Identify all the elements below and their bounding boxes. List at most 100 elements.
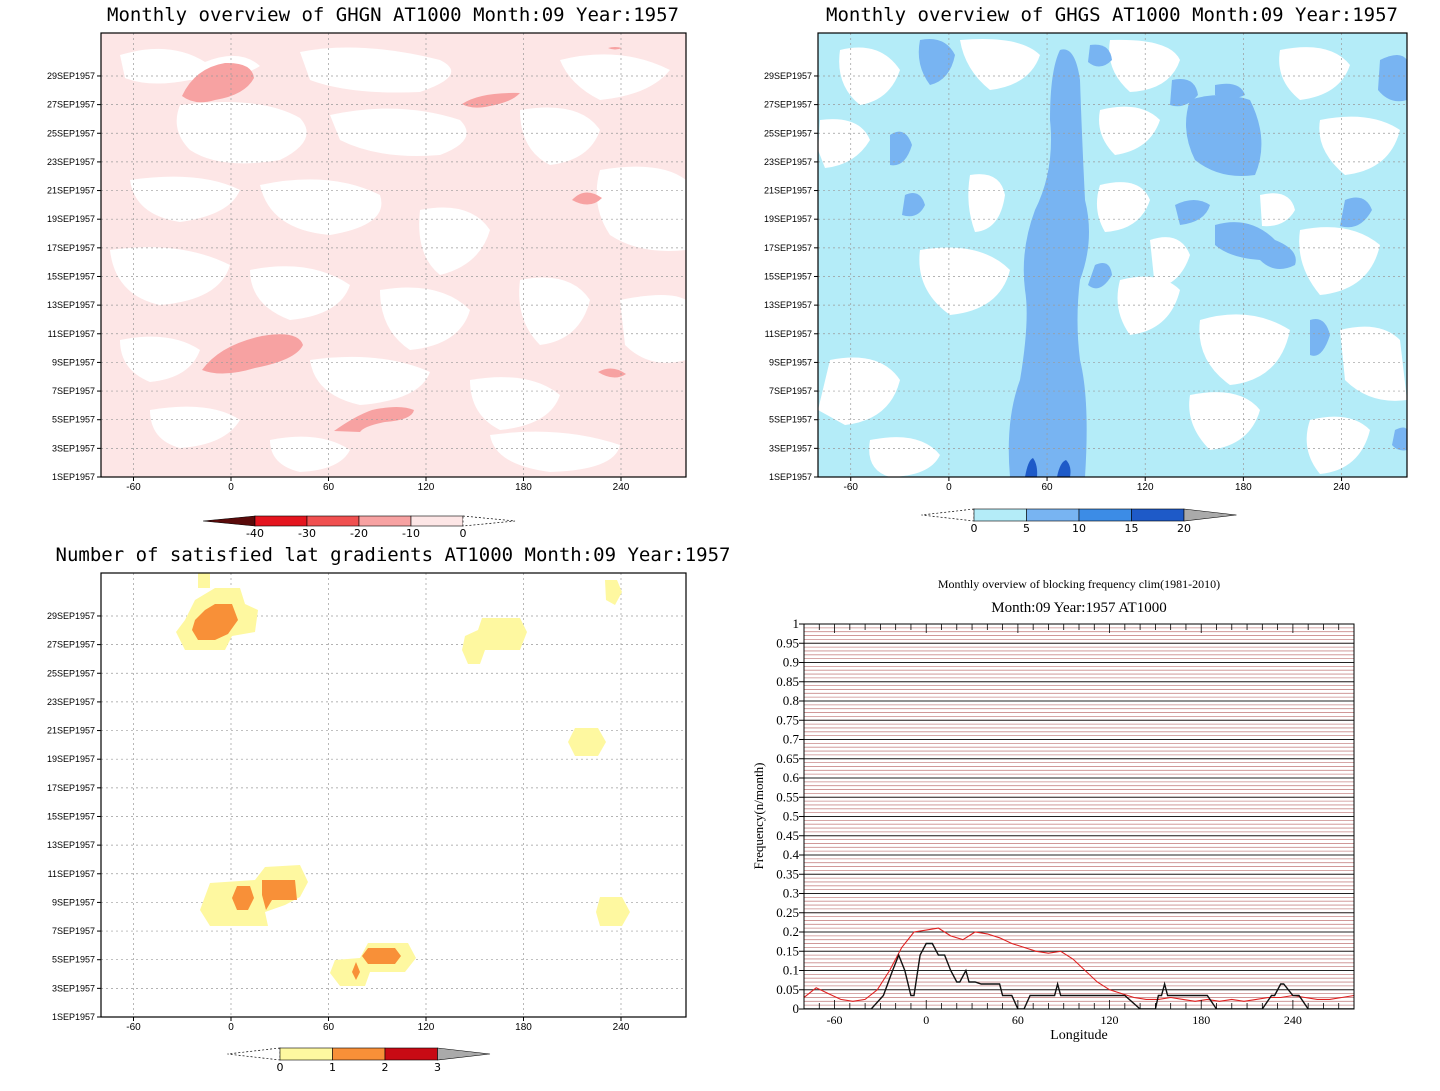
- ghgs-level-5-region: [1175, 200, 1210, 225]
- y-tick-label: 11SEP1957: [48, 329, 95, 339]
- y-tick-label: 15SEP1957: [47, 811, 95, 821]
- panel-ghgn-frame: [100, 32, 687, 478]
- y-tick-label: 0.85: [776, 674, 799, 689]
- y-tick-label: 17SEP1957: [47, 783, 95, 793]
- y-tick-label: 23SEP1957: [47, 157, 95, 167]
- x-tick-label: -60: [843, 482, 858, 493]
- x-tick-label: 120: [418, 1022, 435, 1033]
- panel-blocking-frequency-series: [804, 927, 1354, 1009]
- panel-lat-gradients-colorbar: 0 1 2 3: [227, 1047, 491, 1074]
- y-tick-label: 0.7: [783, 732, 800, 747]
- x-tick-label: 60: [1012, 1013, 1024, 1027]
- panel-ghgn-field: [101, 33, 686, 477]
- ghgn-white-region: [176, 101, 307, 164]
- y-tick-label: 9SEP1957: [52, 897, 95, 907]
- colorbar-segment: [254, 515, 308, 527]
- y-tick-label: 0.9: [783, 655, 799, 670]
- y-tick-label: 27SEP1957: [764, 100, 812, 110]
- colorbar-segment: [358, 515, 412, 527]
- ghgs-level-5-region: [1008, 49, 1089, 477]
- ghgn-white-region: [470, 377, 560, 430]
- ghgs-level-5-region: [890, 131, 912, 166]
- y-tick-label: 0.05: [776, 982, 799, 997]
- panel-ghgs-field: [818, 33, 1407, 477]
- panel-ghgs-level-15-regions: [1025, 458, 1071, 477]
- colorbar-over-triangle: [462, 515, 516, 527]
- ghgs-level-15-region: [1057, 460, 1071, 477]
- gradient-level-1-region: [232, 886, 254, 910]
- colorbar-tick-label: -30: [298, 527, 316, 540]
- y-tick-label: 5SEP1957: [52, 415, 95, 425]
- ghgs-white-region: [1299, 227, 1380, 295]
- panel-blocking-frequency-grid: [804, 623, 1354, 1010]
- panel-lat-gradients-field: [176, 573, 630, 986]
- x-tick-label: 180: [515, 482, 532, 493]
- y-tick-label: 15SEP1957: [47, 271, 95, 281]
- ghgs-white-region: [1109, 39, 1180, 92]
- ghgs-white-region: [1260, 193, 1295, 227]
- panel-blocking-frequency-subtitle: Month:09 Year:1957 AT1000: [991, 600, 1166, 616]
- panel-lat-gradients: Number of satisfied lat gradients AT1000…: [47, 544, 731, 1074]
- ghgs-white-region: [1099, 106, 1160, 155]
- x-tick-label: 120: [418, 482, 435, 493]
- panel-lat-gradients-frame: [100, 572, 687, 1018]
- y-tick-label: 25SEP1957: [47, 668, 95, 678]
- ghgs-level-5-region: [1020, 418, 1032, 435]
- ghgn-negative-region: [572, 192, 602, 205]
- ghgs-white-region: [968, 174, 1005, 232]
- gradient-level-1-region: [192, 604, 238, 640]
- panel-ghgs-colorbar: 0 5 10 15 20: [921, 508, 1237, 535]
- x-tick-label: 60: [323, 1022, 335, 1033]
- y-tick-label: 0.55: [776, 789, 799, 804]
- colorbar-tick-label: -20: [350, 527, 368, 540]
- ghgn-negative-region: [462, 92, 520, 108]
- colorbar-tick-label: 3: [434, 1061, 441, 1074]
- x-tick-label: 240: [613, 482, 630, 493]
- y-tick-label: 21SEP1957: [764, 186, 812, 196]
- y-tick-label: 3SEP1957: [52, 983, 95, 993]
- gradient-level-1-region: [362, 948, 401, 964]
- ghgs-white-region: [1189, 392, 1260, 450]
- ghgs-level-5-region: [1170, 79, 1198, 107]
- gradient-level-1-region: [262, 880, 297, 910]
- y-tick-label: 5SEP1957: [52, 955, 95, 965]
- ghgn-white-region: [250, 266, 350, 320]
- series-line-red: [804, 927, 1354, 1002]
- y-tick-label: 15SEP1957: [764, 271, 812, 281]
- ghgn-white-region: [310, 356, 430, 405]
- x-tick-label: -60: [126, 1022, 141, 1033]
- colorbar-segment: [973, 508, 1027, 522]
- panel-blocking-frequency: Monthly overview of blocking frequency c…: [751, 577, 1355, 1043]
- y-tick-label: 1SEP1957: [52, 1012, 95, 1022]
- ghgs-white-region: [1096, 182, 1150, 232]
- colorbar-segment: [410, 515, 464, 527]
- x-tick-label: 180: [1192, 1013, 1210, 1027]
- colorbar-segment: [1026, 508, 1080, 522]
- y-tick-label: 25SEP1957: [47, 128, 95, 138]
- y-tick-label: 27SEP1957: [47, 100, 95, 110]
- x-tick-label: 240: [1284, 1013, 1302, 1027]
- y-tick-label: 7SEP1957: [769, 386, 812, 396]
- y-tick-label: 23SEP1957: [47, 697, 95, 707]
- panel-ghgn-negative-regions: [182, 47, 626, 432]
- series-line-black: [804, 942, 1354, 1009]
- colorbar-over-triangle: [1183, 508, 1237, 522]
- y-tick-label: 0.8: [783, 693, 799, 708]
- colorbar-tick-label: 1: [329, 1061, 336, 1074]
- y-tick-label: 0.5: [783, 809, 799, 824]
- colorbar-tick-label: 0: [460, 527, 467, 540]
- y-tick-label: 27SEP1957: [47, 640, 95, 650]
- y-tick-label: 9SEP1957: [769, 357, 812, 367]
- ghgn-white-region: [260, 179, 382, 235]
- gradient-level-0-region: [568, 728, 606, 756]
- y-tick-label: 7SEP1957: [52, 926, 95, 936]
- colorbar-segment: [1131, 508, 1185, 522]
- ghgn-white-region: [330, 108, 467, 156]
- y-tick-label: 0.25: [776, 905, 799, 920]
- x-tick-label: 0: [946, 482, 952, 493]
- ghgs-white-region: [1319, 116, 1400, 175]
- gradient-level-0-region: [198, 573, 210, 588]
- ghgn-white-region: [300, 47, 452, 93]
- ghgs-level-5-region: [1378, 55, 1407, 102]
